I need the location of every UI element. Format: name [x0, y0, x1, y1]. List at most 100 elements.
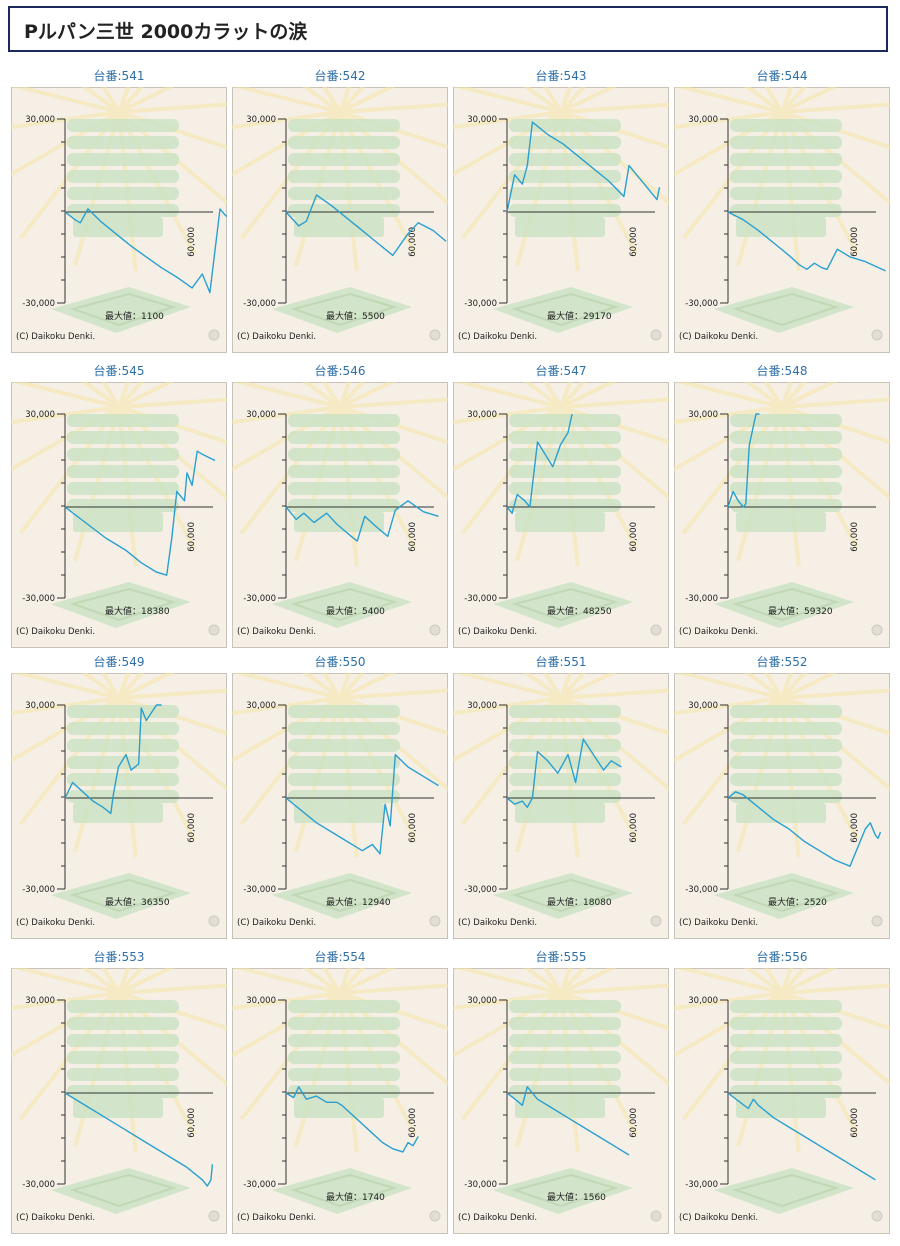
unit-title[interactable]: 台番:541 [93, 69, 145, 83]
machine-artwork [493, 414, 633, 628]
chart-svg: 30,000 -30,000 60,000 最大値：1560 (C) Daikoku D… [453, 968, 669, 1234]
machine-artwork [272, 119, 412, 333]
x-tick-label: 60,000 [408, 1108, 418, 1138]
chart-svg: 30,000 -30,000 60,000 (C) Daikoku Denki. [674, 87, 890, 353]
unit-title[interactable]: 台番:549 [93, 655, 145, 669]
max-value-label: 最大値：29170 [547, 310, 612, 322]
unit-title[interactable]: 台番:547 [535, 364, 587, 378]
y-tick-label: 30,000 [688, 701, 718, 711]
y-tick-label: 30,000 [467, 410, 497, 420]
machine-artwork [714, 705, 854, 919]
copyright-label: (C) Daikoku Denki. [16, 332, 95, 342]
x-tick-label: 60,000 [187, 227, 197, 257]
x-tick-label: 60,000 [850, 1108, 860, 1138]
x-tick-label: 60,000 [850, 227, 860, 257]
copyright-label: (C) Daikoku Denki. [237, 332, 316, 342]
chart-panel-549: 台番:549 30,000 -30,000 60,000 最大値：36350 (C) Da… [11, 652, 227, 944]
machine-artwork [51, 119, 191, 333]
chart-svg: 30,000 -30,000 60,000 最大値：5400 (C) Daikoku D… [232, 382, 448, 648]
unit-title[interactable]: 台番:544 [756, 69, 808, 83]
y-tick-label: -30,000 [464, 885, 497, 895]
copyright-label: (C) Daikoku Denki. [458, 332, 537, 342]
unit-title[interactable]: 台番:548 [756, 364, 808, 378]
data-series-line [506, 413, 573, 514]
data-series-line [506, 121, 661, 213]
unit-title[interactable]: 台番:552 [756, 655, 808, 669]
copyright-label: (C) Daikoku Denki. [237, 1213, 316, 1223]
data-series-line [285, 500, 439, 542]
unit-title[interactable]: 台番:556 [756, 950, 808, 964]
y-tick-label: 30,000 [25, 410, 55, 420]
copyright-label: (C) Daikoku Denki. [679, 918, 758, 928]
y-tick-label: 30,000 [25, 996, 55, 1006]
machine-artwork [272, 705, 412, 919]
corner-dot-icon [208, 624, 220, 636]
y-tick-label: -30,000 [22, 299, 55, 309]
data-series-line [285, 753, 439, 855]
chart-panel-547: 台番:547 30,000 -30,000 60,000 最大値：48250 (C) Da… [453, 361, 669, 653]
unit-title[interactable]: 台番:554 [314, 950, 366, 964]
chart-panel-541: 台番:541 30,000 -30,000 60,000 最大値：1100 (C) Dai… [11, 66, 227, 358]
y-tick-label: 30,000 [467, 996, 497, 1006]
y-tick-label: -30,000 [243, 299, 276, 309]
page-title-box: Pルパン三世 2000カラットの涙 [8, 6, 888, 52]
chart-panel-554: 台番:554 30,000 -30,000 60,000 最大値：1740 (C) Dai… [232, 947, 448, 1239]
machine-artwork [493, 1000, 633, 1214]
y-tick-label: -30,000 [22, 885, 55, 895]
chart-svg: 30,000 -30,000 60,000 最大値：18380 (C) Daikoku … [11, 382, 227, 648]
chart-svg: 30,000 -30,000 60,000 最大値：1100 (C) Daikoku D… [11, 87, 227, 353]
chart-panel-553: 台番:553 30,000 -30,000 60,000 (C) Daikoku Den… [11, 947, 227, 1239]
chart-panel-546: 台番:546 30,000 -30,000 60,000 最大値：5400 (C) Dai… [232, 361, 448, 653]
max-value-label: 最大値：1560 [547, 1191, 606, 1203]
chart-panel-555: 台番:555 30,000 -30,000 60,000 最大値：1560 (C) Dai… [453, 947, 669, 1239]
page-title: Pルパン三世 2000カラットの涙 [24, 21, 308, 43]
max-value-label: 最大値：2520 [768, 896, 827, 908]
corner-dot-icon [429, 624, 441, 636]
unit-title[interactable]: 台番:543 [535, 69, 587, 83]
copyright-label: (C) Daikoku Denki. [237, 918, 316, 928]
max-value-label: 最大値：18080 [547, 896, 612, 908]
max-value-label: 最大値：59320 [768, 605, 833, 617]
unit-title[interactable]: 台番:550 [314, 655, 366, 669]
chart-svg: 30,000 -30,000 60,000 最大値：48250 (C) Daikoku … [453, 382, 669, 648]
unit-title[interactable]: 台番:551 [535, 655, 587, 669]
data-series-line [64, 208, 227, 294]
x-tick-label: 60,000 [408, 227, 418, 257]
max-value-label: 最大値：12940 [326, 896, 391, 908]
x-tick-label: 60,000 [850, 813, 860, 843]
machine-artwork [51, 1000, 191, 1214]
x-tick-label: 60,000 [187, 1108, 197, 1138]
y-tick-label: 30,000 [25, 115, 55, 125]
data-series-line [727, 791, 882, 867]
unit-title[interactable]: 台番:546 [314, 364, 366, 378]
corner-dot-icon [208, 915, 220, 927]
machine-artwork [714, 414, 854, 628]
corner-dot-icon [208, 1210, 220, 1222]
unit-title[interactable]: 台番:553 [93, 950, 145, 964]
max-value-label: 最大値：5500 [326, 310, 385, 322]
y-tick-label: -30,000 [685, 1180, 718, 1190]
machine-artwork [272, 414, 412, 628]
unit-title[interactable]: 台番:545 [93, 364, 145, 378]
data-series-line [506, 738, 622, 809]
y-tick-label: -30,000 [685, 885, 718, 895]
corner-dot-icon [208, 329, 220, 341]
chart-svg: 30,000 -30,000 60,000 (C) Daikoku Denki. [11, 968, 227, 1234]
x-tick-label: 60,000 [629, 522, 639, 552]
unit-title[interactable]: 台番:542 [314, 69, 366, 83]
unit-title[interactable]: 台番:555 [535, 950, 587, 964]
y-tick-label: -30,000 [243, 885, 276, 895]
y-tick-label: -30,000 [464, 299, 497, 309]
y-tick-label: -30,000 [685, 594, 718, 604]
max-value-label: 最大値：18380 [105, 605, 170, 617]
y-tick-label: -30,000 [22, 1180, 55, 1190]
chart-panel-550: 台番:550 30,000 -30,000 60,000 最大値：12940 (C) Da… [232, 652, 448, 944]
corner-dot-icon [871, 915, 883, 927]
y-tick-label: 30,000 [688, 410, 718, 420]
chart-panel-548: 台番:548 30,000 -30,000 60,000 最大値：59320 (C) Da… [674, 361, 890, 653]
y-tick-label: 30,000 [25, 701, 55, 711]
max-value-label: 最大値：48250 [547, 605, 612, 617]
corner-dot-icon [650, 329, 662, 341]
corner-dot-icon [650, 1210, 662, 1222]
